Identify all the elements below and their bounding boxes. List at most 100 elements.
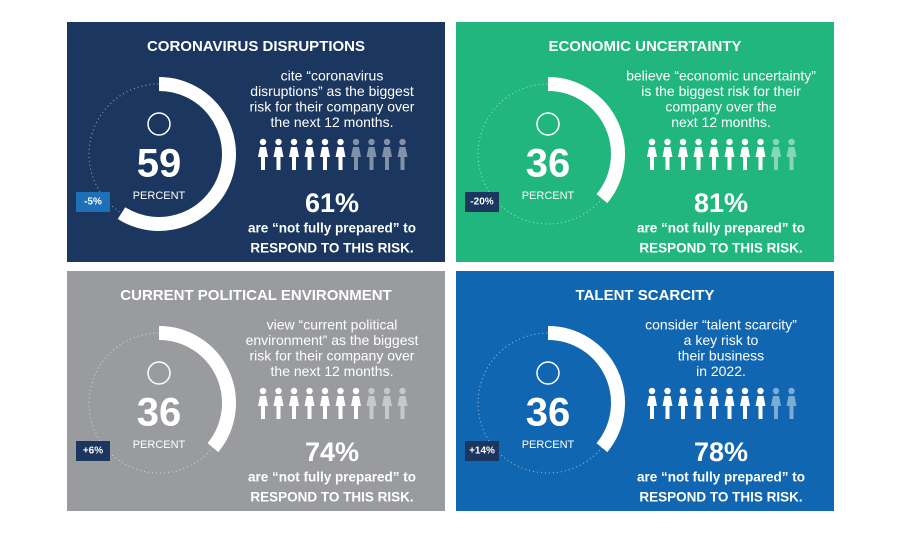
description: the next 12 months.	[271, 114, 394, 130]
person-icon	[678, 387, 688, 419]
prepared-text: RESPOND TO THIS RISK.	[250, 490, 413, 505]
person-icon	[662, 387, 673, 419]
person-body	[678, 147, 688, 170]
person-head	[383, 138, 391, 146]
person-head	[368, 138, 375, 146]
person-head	[757, 138, 764, 146]
person-head	[259, 387, 267, 395]
person-icon	[693, 138, 704, 170]
change-badge	[465, 441, 499, 461]
description: believe “economic uncertainty”	[626, 68, 816, 84]
person-body	[786, 396, 797, 419]
donut-arc	[547, 326, 625, 453]
percent-label: PERCENT	[522, 439, 575, 451]
panel-background	[67, 271, 445, 511]
person-body	[289, 396, 299, 419]
description: company over the	[665, 99, 776, 115]
person-body	[740, 396, 750, 419]
prepared-percent: 78%	[694, 437, 748, 467]
person-head	[306, 138, 313, 146]
person-head	[741, 138, 749, 146]
person-head	[679, 387, 687, 395]
change-label: -5%	[84, 197, 102, 208]
percent-number: 59	[137, 142, 182, 186]
person-icon	[678, 138, 688, 170]
person-body	[351, 396, 361, 419]
person-body	[771, 147, 781, 170]
person-body	[320, 147, 330, 170]
person-icon	[273, 387, 284, 419]
person-body	[304, 396, 315, 419]
person-head	[772, 138, 780, 146]
person-icon	[647, 138, 657, 170]
person-icon	[771, 387, 781, 419]
person-head	[664, 387, 671, 395]
person-head	[259, 138, 267, 146]
panel-background	[456, 271, 834, 511]
person-head	[352, 387, 360, 395]
panel-title: ECONOMIC UNCERTAINTY	[548, 38, 741, 55]
person-icon	[289, 387, 299, 419]
percent-number: 36	[526, 142, 571, 186]
panel-title: CORONAVIRUS DISRUPTIONS	[147, 38, 365, 55]
prepared-text: are “not fully prepared” to	[248, 221, 416, 236]
person-body	[647, 396, 657, 419]
icon	[147, 361, 171, 385]
person-body	[647, 147, 657, 170]
icon	[147, 112, 171, 136]
person-body	[335, 396, 346, 419]
person-head	[368, 387, 375, 395]
person-icon	[304, 387, 315, 419]
person-head	[726, 138, 733, 146]
person-body	[304, 147, 315, 170]
person-head	[290, 138, 298, 146]
person-body	[662, 396, 673, 419]
person-head	[275, 387, 282, 395]
description: cite “coronavirus	[281, 68, 384, 84]
person-head	[710, 387, 718, 395]
panel: TALENT SCARCITY 36 PERCENT +14% consider “ta…	[456, 271, 834, 511]
description: the next 12 months.	[271, 363, 394, 379]
description: consider “talent scarcity”	[645, 317, 797, 333]
person-head	[306, 387, 313, 395]
icon	[536, 361, 560, 385]
person-icon	[397, 138, 408, 170]
person-head	[321, 138, 329, 146]
person-body	[755, 147, 766, 170]
description: is the biggest risk for their	[641, 83, 801, 99]
person-icon	[755, 138, 766, 170]
person-icon	[289, 138, 299, 170]
person-head	[648, 138, 656, 146]
panel: ECONOMIC UNCERTAINTY 36 PERCENT -20% believe…	[456, 22, 834, 262]
person-head	[788, 387, 795, 395]
person-icon	[304, 138, 315, 170]
description: in 2022.	[696, 363, 746, 379]
person-icon	[397, 387, 408, 419]
donut-arc	[117, 77, 236, 231]
person-body	[740, 147, 750, 170]
person-body	[335, 147, 346, 170]
percent-label: PERCENT	[522, 190, 575, 202]
person-body	[678, 396, 688, 419]
person-body	[786, 147, 797, 170]
description: next 12 months.	[671, 114, 771, 130]
person-body	[755, 396, 766, 419]
person-head	[772, 387, 780, 395]
person-icon	[709, 387, 719, 419]
person-body	[351, 147, 361, 170]
prepared-percent: 81%	[694, 188, 748, 218]
prepared-text: RESPOND TO THIS RISK.	[639, 490, 802, 505]
description: risk for their company over	[250, 99, 415, 115]
description: their business	[678, 348, 764, 364]
person-body	[709, 396, 719, 419]
description: a key risk to	[684, 332, 759, 348]
percent-number: 36	[526, 391, 571, 435]
person-body	[662, 147, 673, 170]
person-icon	[366, 138, 377, 170]
person-body	[693, 396, 704, 419]
person-head	[321, 387, 329, 395]
description: view “current political	[267, 317, 398, 333]
person-icon	[351, 387, 361, 419]
person-head	[399, 138, 406, 146]
